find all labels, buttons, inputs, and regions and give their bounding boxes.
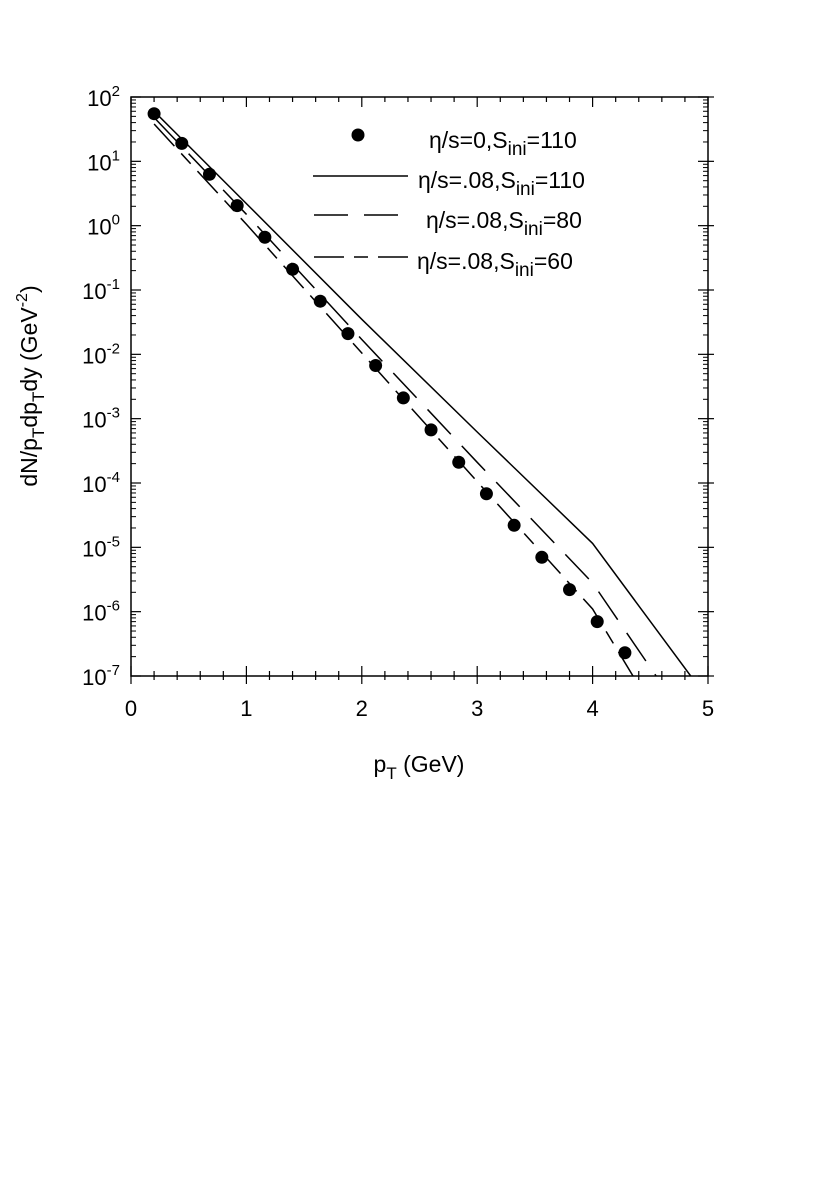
data-point (424, 423, 438, 437)
y-axis-label-sub1: T (29, 428, 48, 438)
data-point (452, 455, 466, 469)
data-point (258, 230, 272, 244)
data-point (230, 199, 244, 213)
x-tick-label: 3 (471, 696, 483, 721)
data-point (147, 107, 161, 121)
y-axis-label-part4: ) (16, 285, 42, 293)
legend-label-0: η/s=0,Sini=110 (429, 127, 577, 160)
data-point (535, 550, 549, 564)
x-tick-label: 1 (240, 696, 252, 721)
legend-label-2: η/s=.08,Sini=80 (426, 207, 582, 240)
series-line-1 (153, 110, 692, 676)
data-point (313, 294, 327, 308)
series-line-2 (153, 116, 657, 676)
x-tick-label: 0 (125, 696, 137, 721)
y-tick-label: 102 (87, 83, 120, 111)
y-axis-label-sub2: T (29, 392, 48, 402)
x-tick-labels: 0 1 2 3 4 5 (125, 696, 714, 721)
x-axis-label-main: p (374, 751, 387, 777)
y-tick-labels: 102 101 100 10-1 10-2 10-3 10-4 10-5 10-6 10-7 (82, 83, 120, 690)
data-point (618, 646, 632, 660)
series-markers (147, 107, 632, 660)
y-axis-label-part1: dN/p (16, 438, 42, 487)
y-tick-label: 10-3 (82, 405, 120, 433)
y-tick-label: 100 (87, 212, 120, 240)
y-tick-label: 10-5 (82, 533, 120, 561)
data-point (369, 359, 383, 373)
data-point (341, 327, 355, 341)
data-point (507, 518, 521, 532)
data-point (286, 262, 300, 276)
y-axis-label-sup: -2 (14, 293, 31, 307)
x-tick-label: 4 (586, 696, 598, 721)
x-axis-label-tail: (GeV) (397, 751, 465, 777)
legend: η/s=0,Sini=110 η/s=.08,Sini=110 η/s=.08,… (313, 127, 585, 281)
legend-label-3: η/s=.08,Sini=60 (417, 248, 573, 281)
y-axis-label-part3: dy (GeV (16, 307, 42, 392)
data-point (590, 615, 604, 629)
data-point (175, 136, 189, 150)
data-point (202, 167, 216, 181)
y-tick-label: 10-1 (82, 276, 120, 304)
x-axis-label-sub: T (386, 764, 396, 783)
x-tick-label: 5 (702, 696, 714, 721)
plot-frame (130, 96, 709, 677)
y-axis-label: dN/pTdpTdy (GeV-2) (14, 285, 48, 486)
axis-ticks (130, 96, 714, 684)
data-point (396, 391, 410, 405)
data-point (563, 583, 577, 597)
x-axis-label: pT (GeV) (374, 751, 465, 783)
x-tick-label: 2 (356, 696, 368, 721)
legend-marker-0 (351, 128, 365, 142)
data-point (479, 487, 493, 501)
y-axis-label-part2: dp (16, 402, 42, 428)
y-tick-label: 101 (87, 147, 120, 175)
y-tick-label: 10-7 (82, 662, 120, 690)
y-tick-label: 10-4 (82, 469, 120, 497)
y-tick-label: 10-2 (82, 340, 120, 368)
legend-label-1: η/s=.08,Sini=110 (418, 167, 585, 200)
y-tick-label: 10-6 (82, 598, 120, 626)
